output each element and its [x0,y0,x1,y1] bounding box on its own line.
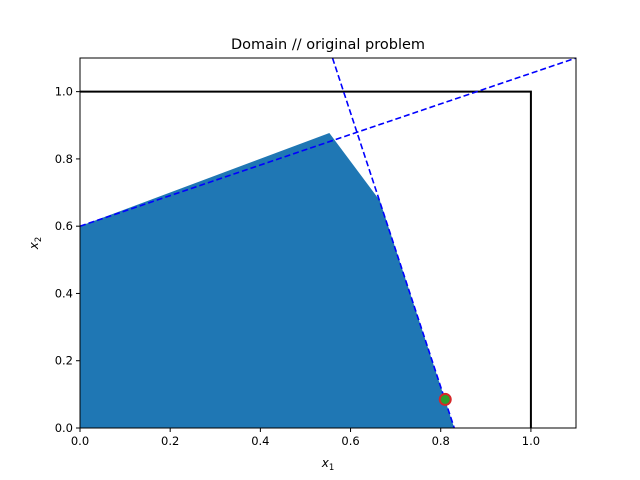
y-ticks: 0.0 0.2 0.4 0.6 0.8 1.0 [55,85,80,435]
x-ticks: 0.0 0.2 0.4 0.6 0.8 1.0 [71,428,540,448]
x-axis-label-main: x [321,456,330,470]
x-tick-label: 0.2 [161,434,179,448]
optimum-point-layer [438,392,452,406]
bounding-box-line [80,90,532,428]
y-axis-label-sub: 2 [34,237,44,242]
x-tick-label: 0.4 [251,434,269,448]
y-axis-label-main: x [27,241,41,250]
chart-title: Domain // original problem [231,37,425,53]
y-tick-label: 0.4 [55,286,73,300]
constraint-lines-layer [80,58,576,428]
y-tick-label: 0.8 [55,152,73,166]
y-tick-label: 1.0 [55,85,73,99]
y-tick-label: 0.0 [55,421,73,435]
constraint-line-2 [331,58,456,428]
axes-frame [79,57,577,429]
optimum-point [438,392,452,406]
bounding-box-layer [80,90,532,428]
y-axis-label: x2 [27,237,44,251]
x-axis-label: x1 [321,456,335,473]
constraint-line-1 [80,58,576,227]
x-tick-label: 0.6 [341,434,359,448]
x-axis-label-sub: 1 [329,463,334,473]
feasible-region-layer [80,133,455,428]
y-tick-label: 0.6 [55,219,73,233]
feasible-region [80,133,455,428]
x-tick-label: 1.0 [522,434,540,448]
x-tick-label: 0.0 [71,434,89,448]
y-tick-label: 0.2 [55,354,73,368]
x-tick-label: 0.8 [432,434,450,448]
